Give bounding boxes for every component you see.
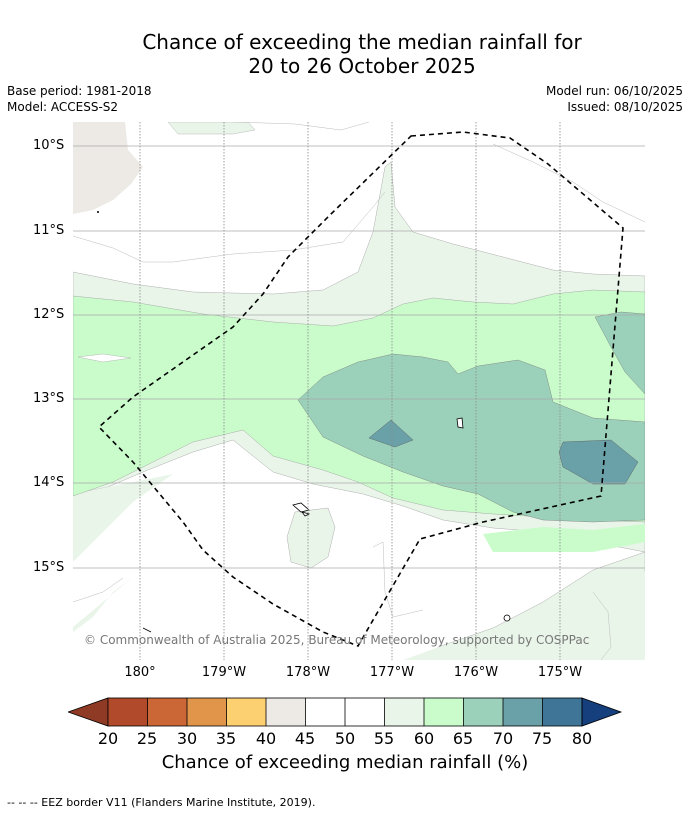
zone-70-75-east <box>558 439 639 485</box>
island-6 <box>97 211 99 213</box>
cb-tick-65: 65 <box>452 729 474 748</box>
lon-gridlines <box>139 122 561 660</box>
cb-tick-25: 25 <box>136 729 158 748</box>
zone-55-60-top <box>167 122 256 135</box>
base-period: Base period: 1981-2018 <box>7 84 152 98</box>
colorbar-bin-20-25 <box>108 698 148 726</box>
rainfall-map <box>73 122 645 660</box>
issued-date: Issued: 08/10/2025 <box>567 100 683 114</box>
cb-tick-30: 30 <box>176 729 198 748</box>
lon-label-178w: 178°W <box>285 665 331 680</box>
cb-tick-35: 35 <box>215 729 237 748</box>
cb-tick-40: 40 <box>255 729 277 748</box>
island-4 <box>503 614 511 622</box>
model-run: Model run: 06/10/2025 <box>545 84 683 98</box>
colorbar-bin-40-45 <box>266 698 306 726</box>
colorbar-bin-65-70 <box>463 698 503 726</box>
lon-label-180: 180° <box>124 665 156 680</box>
lon-label-175w: 175°W <box>537 665 583 680</box>
meta-right: Model run: 06/10/2025 Issued: 08/10/2025 <box>546 83 683 115</box>
cb-tick-70: 70 <box>492 729 514 748</box>
lat-label-14s: 14°S <box>33 475 65 490</box>
zone-70-75-centre <box>368 419 414 448</box>
lat-label-11s: 11°S <box>33 223 65 238</box>
colorbar-bin-30-35 <box>187 698 227 726</box>
contour-line-1 <box>73 191 386 263</box>
lon-label-176w: 176°W <box>453 665 499 680</box>
zone-65-70-east <box>594 311 645 395</box>
title-line-1: Chance of exceeding the median rainfall … <box>142 30 582 54</box>
colorbar-extend-high <box>581 697 623 727</box>
colorbar-dividers <box>107 697 583 727</box>
lon-label-179w: 179°W <box>201 665 247 680</box>
zone-65-70-main <box>297 353 645 523</box>
colorbar-bin-35-40 <box>226 698 266 726</box>
zone-60-65-se <box>483 524 645 552</box>
cb-tick-75: 75 <box>531 729 553 748</box>
lat-gridlines <box>73 145 645 569</box>
island-2 <box>300 511 311 517</box>
lat-label-13s: 13°S <box>33 391 65 406</box>
contour-line-4 <box>73 577 124 603</box>
colorbar-bin-55-60 <box>384 698 424 726</box>
lat-label-15s: 15°S <box>33 560 65 575</box>
model-name: Model: ACCESS-S2 <box>7 100 119 114</box>
zone-55-60-sw <box>73 577 133 660</box>
lat-label-10s: 10°S <box>33 138 65 153</box>
meta-left: Base period: 1981-2018 Model: ACCESS-S2 <box>7 83 152 115</box>
cb-tick-80: 80 <box>571 729 593 748</box>
contour-line-6 <box>592 591 612 660</box>
cb-tick-50: 50 <box>334 729 356 748</box>
colorbar-bin-50-55 <box>345 698 385 726</box>
zone-55-60-island <box>286 507 336 569</box>
contour-line-5 <box>372 541 424 618</box>
eez-border <box>97 131 624 647</box>
colorbar <box>68 697 623 727</box>
map-title: Chance of exceeding the median rainfall … <box>0 30 690 78</box>
island-3 <box>456 417 464 429</box>
island-5 <box>142 627 152 633</box>
colorbar-bin-75-80 <box>542 698 582 726</box>
zone-55-60-lower <box>73 474 173 562</box>
colorbar-bin-25-30 <box>147 698 187 726</box>
colorbar-title: Chance of exceeding median rainfall (%) <box>161 752 529 773</box>
eez-legend-footer: -- -- -- EEZ border V11 (Flanders Marine… <box>7 796 316 809</box>
colorbar-extend-low <box>68 697 109 727</box>
title-line-2: 20 to 26 October 2025 <box>248 54 476 78</box>
cb-tick-20: 20 <box>97 729 119 748</box>
colorbar-bin-60-65 <box>424 698 464 726</box>
contour-line-3 <box>492 143 645 223</box>
island-1 <box>292 502 310 513</box>
lon-label-177w: 177°W <box>369 665 415 680</box>
copyright-notice: © Commonwealth of Australia 2025, Bureau… <box>84 633 590 647</box>
zone-40-45 <box>73 122 143 214</box>
zone-45-50-pocket <box>77 353 132 363</box>
contour-line-2 <box>232 122 370 131</box>
lat-label-12s: 12°S <box>33 307 65 322</box>
cb-tick-55: 55 <box>373 729 395 748</box>
cb-tick-60: 60 <box>413 729 435 748</box>
zone-55-60-se <box>403 572 645 660</box>
colorbar-bin-70-75 <box>503 698 543 726</box>
colorbar-bin-45-50 <box>305 698 345 726</box>
cb-tick-45: 45 <box>294 729 316 748</box>
